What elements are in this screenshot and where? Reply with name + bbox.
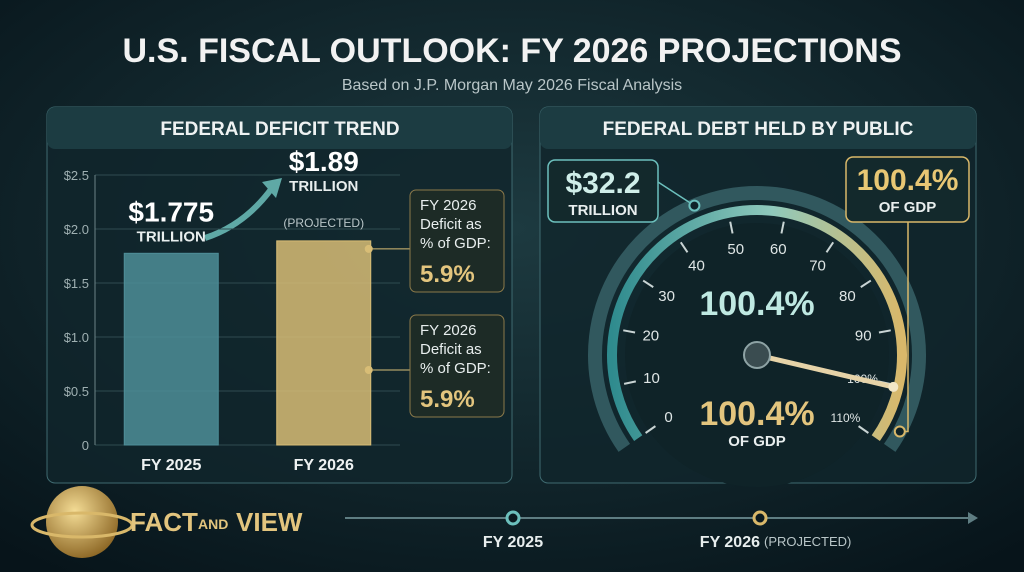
gauge-tick: [645, 425, 656, 434]
left-panel-header: [47, 107, 512, 149]
chart-title: FEDERAL DEBT HELD BY PUBLIC: [603, 119, 914, 140]
y-tick-label: $1.0: [64, 330, 89, 345]
callout-sub: OF GDP: [728, 433, 786, 450]
callout-box: [547, 159, 659, 223]
gauge-tick-label: 70: [809, 258, 826, 275]
callout-value: 100.4%: [857, 164, 959, 197]
trend-arrow: [204, 186, 275, 241]
x-tick-label: FY 2026: [294, 457, 354, 474]
unit-label: TRILLION: [289, 178, 358, 195]
annotation-text: Deficit as: [420, 216, 482, 233]
gauge-tick: [642, 279, 654, 288]
annotation-dot: [364, 244, 373, 253]
logo-ring: [30, 511, 134, 539]
gauge-tick-label: 30: [658, 288, 675, 305]
gauge-tick: [878, 329, 891, 334]
gauge-tick-label: 110%: [831, 411, 861, 425]
chart-title: FEDERAL DEFICIT TREND: [160, 119, 399, 140]
timeline-note: (PROJECTED): [764, 534, 851, 549]
gauge-tick-label: 90: [855, 327, 872, 344]
gauge-band: [607, 205, 907, 442]
gauge-tick-label: 20: [642, 327, 659, 344]
logo-globe: [46, 486, 118, 558]
trend-arrow-head: [262, 178, 282, 198]
annotation-text: FY 2026: [420, 197, 476, 214]
logo-word: FACT: [130, 507, 198, 537]
gauge-tick: [780, 221, 785, 234]
gauge-hub: [743, 341, 771, 369]
gauge-rim: [588, 186, 926, 452]
y-tick-label: $2.0: [64, 222, 89, 237]
gauge-tick-label: 60: [770, 241, 787, 258]
annotation-text: Deficit as: [420, 341, 482, 358]
logo-word: VIEW: [236, 507, 303, 537]
y-tick-label: $1.5: [64, 276, 89, 291]
annotation-text: % of GDP:: [420, 360, 491, 377]
value-label: $1.89: [289, 146, 359, 177]
gauge-tick-label: 0: [664, 409, 672, 426]
gauge-tick: [729, 221, 734, 234]
y-tick-label: $0.5: [64, 384, 89, 399]
callout-box: [845, 156, 970, 223]
timeline-dot: [505, 510, 521, 526]
callout-dot: [893, 425, 906, 438]
gauge-needle: [754, 352, 896, 390]
gauge-tick: [825, 241, 835, 253]
subtitle: Based on J.P. Morgan May 2026 Fiscal Ana…: [342, 77, 682, 94]
gauge-value-label: 100.4%: [699, 285, 814, 323]
gauge-tick: [623, 380, 637, 385]
gauge-tick-label: 10: [643, 370, 660, 387]
callout-value: 100.4%: [699, 395, 814, 433]
projected-note: (PROJECTED): [283, 216, 364, 230]
gauge-tick: [623, 329, 636, 334]
y-tick-label: $2.5: [64, 168, 89, 183]
annotation-dot: [364, 366, 373, 374]
bar: [123, 252, 219, 446]
annotation-text: % of GDP:: [420, 235, 491, 252]
right-panel-header: [540, 107, 976, 149]
callout-connector: [657, 181, 695, 207]
x-tick-label: FY 2025: [141, 457, 201, 474]
logo-word: AND: [198, 516, 228, 532]
unit-label: TRILLION: [137, 228, 206, 245]
timeline-label: FY 2026: [700, 534, 760, 551]
y-tick-label: 0: [82, 438, 89, 453]
gauge-tick-label: 50: [727, 241, 744, 258]
annotation-value: 5.9%: [420, 386, 475, 413]
timeline-label: FY 2025: [483, 534, 543, 551]
value-label: $1.775: [128, 196, 214, 227]
annotation-text: FY 2026: [420, 322, 476, 339]
gauge-tick: [858, 425, 869, 434]
gauge-needle-tip: [888, 381, 899, 392]
callout-sub: TRILLION: [568, 202, 637, 219]
gauge-tick-label: 80: [839, 288, 856, 305]
callout-value: $32.2: [565, 167, 640, 200]
annotation-box: [409, 314, 505, 418]
callout-dot: [688, 199, 701, 212]
gauge-tick: [679, 241, 689, 253]
title: U.S. FISCAL OUTLOOK: FY 2026 PROJECTIONS: [123, 32, 902, 70]
gauge-tick-label: 40: [688, 258, 705, 275]
bar: [276, 240, 372, 446]
callout-sub: OF GDP: [879, 199, 937, 216]
timeline-dot: [752, 510, 768, 526]
timeline-arrow: [968, 512, 978, 524]
gauge-tick: [860, 279, 872, 288]
annotation-value: 5.9%: [420, 261, 475, 288]
annotation-box: [409, 189, 505, 293]
